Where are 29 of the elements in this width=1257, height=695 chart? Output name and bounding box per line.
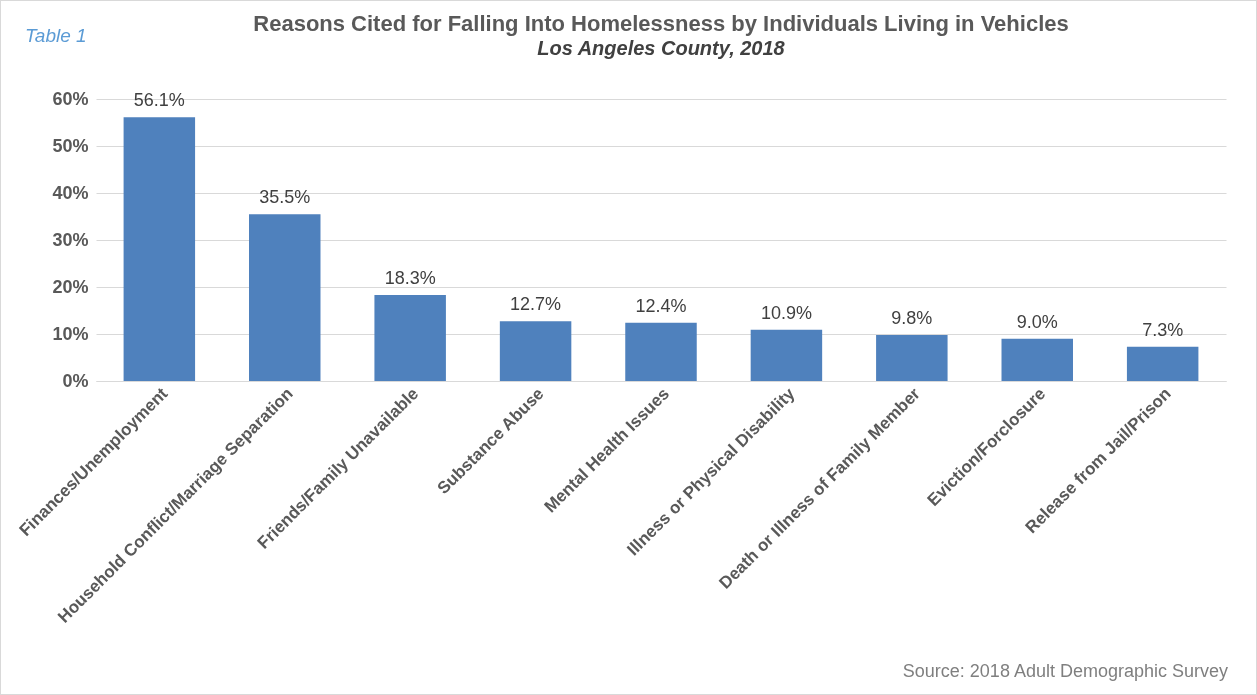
data-label: 18.3% bbox=[384, 267, 436, 288]
y-tick-label: 60% bbox=[52, 88, 89, 109]
y-tick-label: 30% bbox=[52, 229, 89, 250]
data-label: 10.9% bbox=[760, 302, 812, 323]
chart-title: Reasons Cited for Falling Into Homelessness by Individuals Living in Vehicles bbox=[253, 11, 1069, 36]
bar bbox=[499, 321, 572, 381]
data-label: 7.3% bbox=[1142, 319, 1184, 340]
y-tick-label: 50% bbox=[52, 135, 89, 156]
data-label: 9.8% bbox=[891, 307, 933, 328]
data-label: 12.4% bbox=[635, 295, 687, 316]
data-label: 12.7% bbox=[510, 294, 562, 315]
y-tick-label: 20% bbox=[52, 276, 89, 297]
y-tick-label: 0% bbox=[62, 370, 89, 391]
data-label: 56.1% bbox=[133, 90, 185, 111]
bar bbox=[374, 294, 446, 381]
chart-subtitle: Los Angeles County, 2018 bbox=[537, 37, 786, 59]
bar bbox=[876, 334, 948, 381]
bar bbox=[123, 117, 196, 381]
y-tick-label: 40% bbox=[52, 182, 89, 203]
bar bbox=[249, 214, 321, 381]
bar bbox=[1001, 338, 1073, 381]
bar bbox=[750, 329, 823, 381]
y-tick-label: 10% bbox=[52, 323, 89, 344]
caption: Table 1 bbox=[25, 25, 87, 47]
bar bbox=[625, 322, 697, 381]
bar bbox=[1126, 346, 1199, 381]
data-label: 9.0% bbox=[1016, 311, 1058, 332]
data-label: 35.5% bbox=[259, 187, 311, 208]
source-note: Source: 2018 Adult Demographic Survey bbox=[902, 661, 1228, 682]
